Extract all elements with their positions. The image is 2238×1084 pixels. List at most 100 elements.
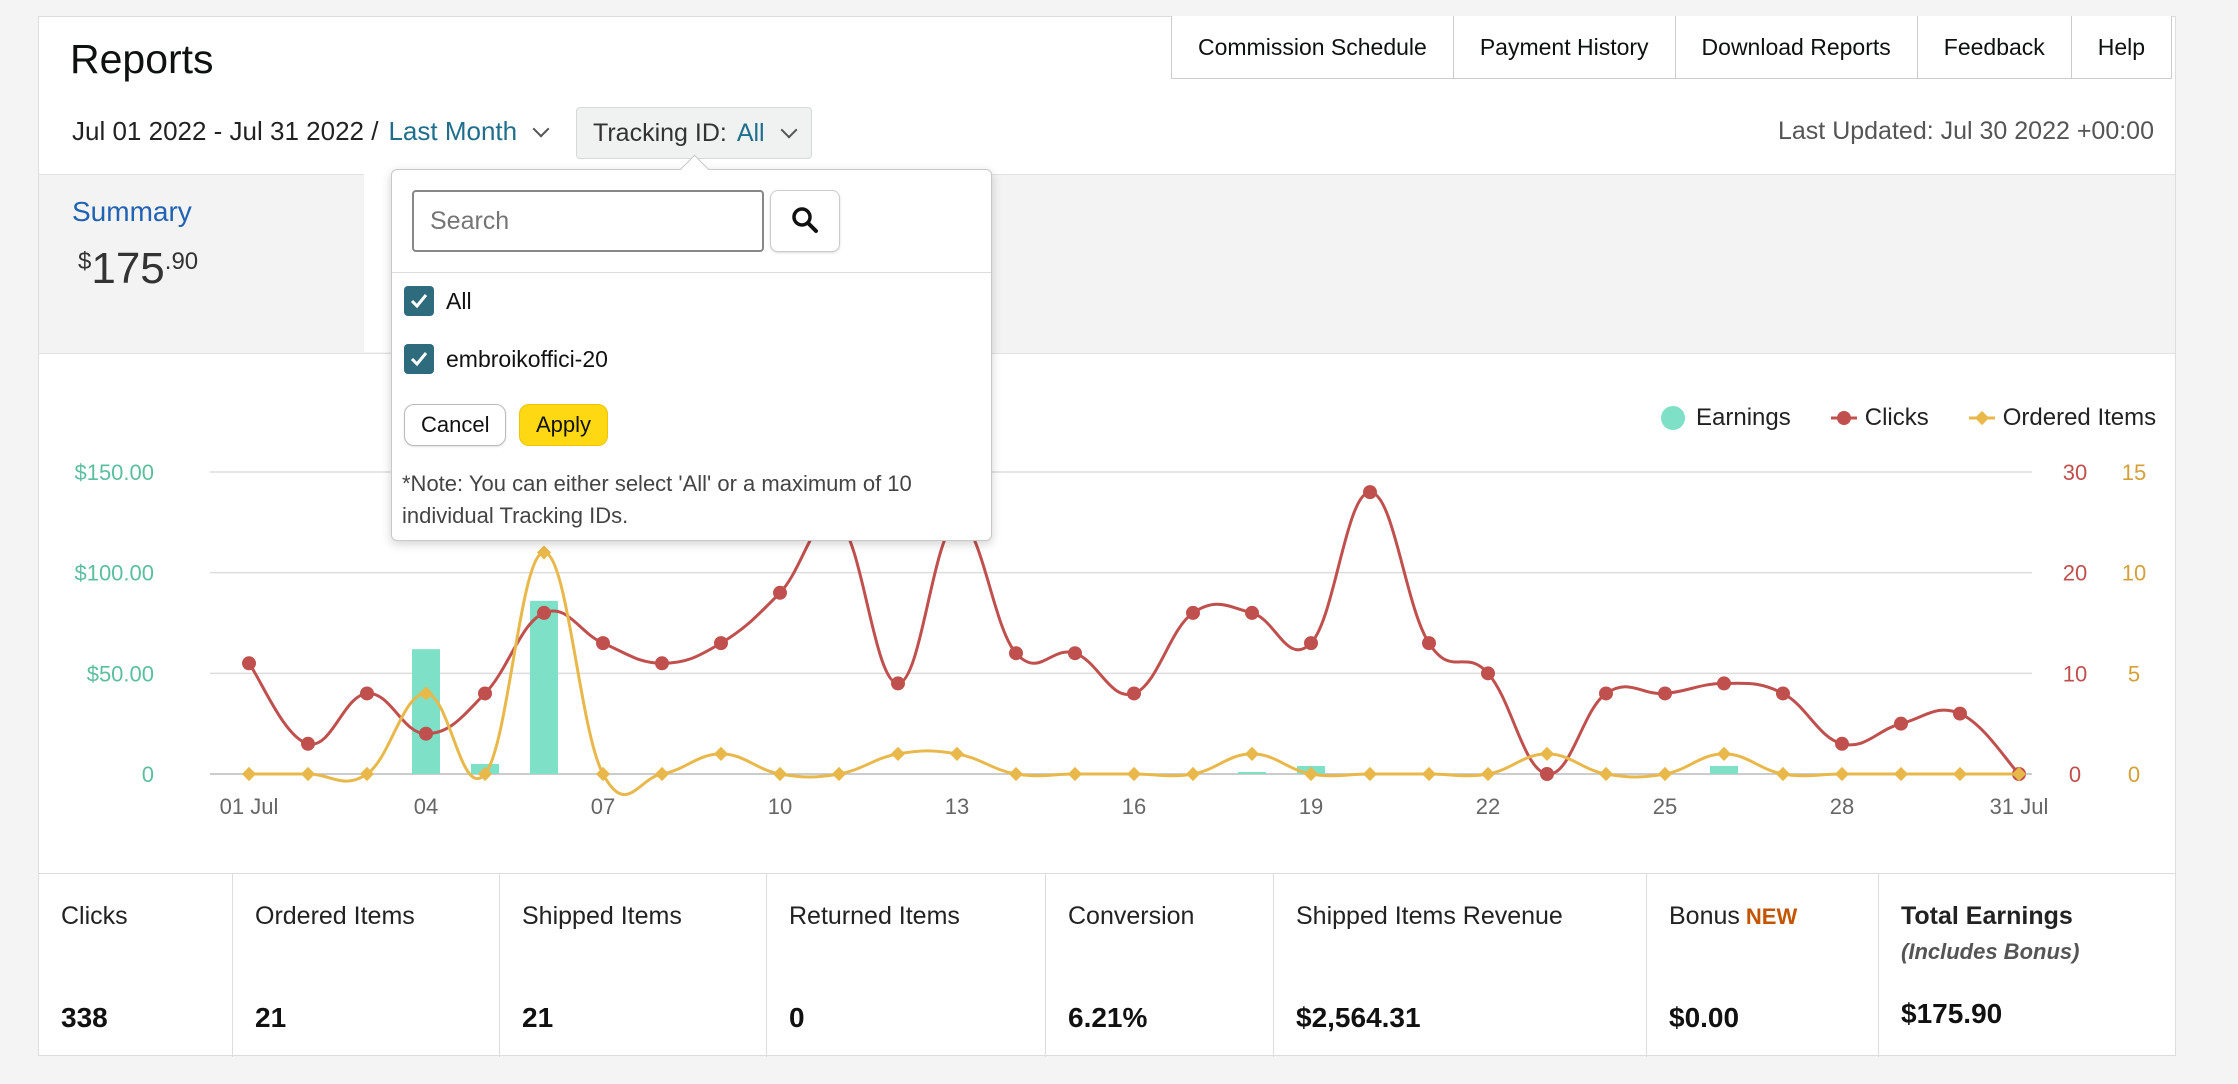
x-tick-label: 13 <box>945 794 969 819</box>
earnings-bar <box>412 649 440 774</box>
summary-amount: $175.90 <box>78 244 198 294</box>
ordered-items-line <box>248 551 2019 797</box>
ordered-items-point <box>1362 766 1378 782</box>
metric-conversion: Conversion 6.21% <box>1046 874 1274 1057</box>
ordered-items-point <box>359 766 375 782</box>
clicks-point <box>301 736 315 751</box>
metric-value: $0.00 <box>1669 1002 1740 1033</box>
clicks-point <box>1304 636 1318 651</box>
tab-download-reports[interactable]: Download Reports <box>1674 16 1918 79</box>
y-left-tick-label: $150.00 <box>74 460 154 485</box>
last-updated: Last Updated: Jul 30 2022 +00:00 <box>1778 117 2154 145</box>
ordered-items-point <box>1952 766 1968 782</box>
ordered-items-point <box>1598 766 1614 782</box>
x-tick-label: 19 <box>1299 794 1323 819</box>
earnings-bar <box>530 600 558 774</box>
chevron-down-icon <box>780 121 798 139</box>
clicks-point <box>773 585 787 600</box>
tab-help[interactable]: Help <box>2070 16 2173 79</box>
tab-commission-schedule[interactable]: Commission Schedule <box>1171 16 1454 79</box>
metric-bonus-label: Bonus <box>1669 902 1740 930</box>
checkbox-all[interactable] <box>404 286 434 316</box>
metric-label: Shipped Items Revenue <box>1296 902 1563 930</box>
tracking-id-popover: All embroikoffici-20 Cancel Apply *Note:… <box>391 154 992 541</box>
chart-legend: Earnings Clicks Ordered Items <box>1660 404 2156 432</box>
y-left-tick-label: 0 <box>142 762 154 787</box>
legend-earnings-label: Earnings <box>1696 404 1791 431</box>
cancel-button[interactable]: Cancel <box>404 404 507 446</box>
checkbox-embroikoffici[interactable] <box>404 344 434 374</box>
y-right-items-tick-label: 10 <box>2122 561 2146 586</box>
ordered-items-point <box>418 686 434 701</box>
clicks-point <box>1009 646 1023 661</box>
earnings-dot-icon <box>1661 406 1685 430</box>
option-all[interactable]: All <box>404 286 472 316</box>
ordered-items-point <box>772 766 788 782</box>
chevron-down-icon <box>532 120 550 137</box>
clicks-point <box>1658 686 1672 701</box>
tracking-search-input[interactable] <box>412 190 764 252</box>
summary-tab[interactable]: Summary <box>72 196 192 227</box>
ordered-items-point <box>1185 766 1201 782</box>
x-tick-label: 22 <box>1476 794 1500 819</box>
ordered-items-point <box>1067 766 1083 782</box>
tracking-id-dropdown[interactable]: Tracking ID: All <box>576 107 812 159</box>
apply-button[interactable]: Apply <box>519 404 609 446</box>
popover-note: *Note: You can either select 'All' or a … <box>402 471 912 528</box>
ordered-items-point <box>2011 766 2027 782</box>
x-tick-label: 01 Jul <box>220 794 279 819</box>
tracking-id-label: Tracking ID: <box>593 118 727 147</box>
y-right-clicks-tick-label: 20 <box>2063 561 2087 586</box>
tab-feedback[interactable]: Feedback <box>1916 16 2072 79</box>
metric-bonus: Bonus NEW $0.00 <box>1647 874 1879 1057</box>
popover-divider <box>392 272 991 273</box>
earnings-chart: 0 0 0 $50.00 10 5 $100.00 20 10 $150.00 30 15 01 Jul… <box>74 460 2146 819</box>
metric-value: 338 <box>61 1002 108 1033</box>
legend-earnings[interactable]: Earnings <box>1660 404 1791 432</box>
ordered-items-point <box>1244 746 1260 761</box>
ordered-items-line-icon <box>1968 410 1995 426</box>
date-range-text: Jul 01 2022 - Jul 31 2022 / <box>72 116 379 146</box>
metric-ordered-items: Ordered Items 21 <box>233 874 500 1057</box>
y-right-clicks-tick-label: 30 <box>2063 460 2087 485</box>
ordered-items-point <box>890 746 906 761</box>
clicks-point <box>1363 485 1377 500</box>
metric-label: Total Earnings (Includes Bonus) <box>1901 902 2079 965</box>
metric-sublabel: (Includes Bonus) <box>1901 939 2080 964</box>
clicks-point <box>1717 676 1731 691</box>
ordered-items-point <box>1657 766 1673 782</box>
ordered-items-point <box>1834 766 1850 782</box>
y-right-clicks-tick-label: 10 <box>2063 661 2087 686</box>
legend-ordered-items[interactable]: Ordered Items <box>1968 404 2156 432</box>
clicks-point <box>1186 605 1200 620</box>
option-all-label: All <box>446 287 472 314</box>
date-range-selector[interactable]: Jul 01 2022 - Jul 31 2022 / Last Month <box>72 116 550 147</box>
metric-label: Shipped Items <box>522 902 682 930</box>
metric-value: 6.21% <box>1068 1002 1148 1033</box>
date-preset-link[interactable]: Last Month <box>388 116 518 146</box>
metric-value: 21 <box>255 1002 287 1033</box>
ordered-items-point <box>241 766 257 782</box>
search-button[interactable] <box>770 190 840 252</box>
checkmark-icon <box>410 294 428 309</box>
y-right-items-tick-label: 0 <box>2128 762 2140 787</box>
clicks-line-icon <box>1830 411 1857 425</box>
y-right-clicks-tick-label: 0 <box>2069 762 2081 787</box>
earnings-bar <box>1238 771 1266 774</box>
ordered-items-point <box>300 766 316 782</box>
metric-shipped-revenue: Shipped Items Revenue $2,564.31 <box>1274 874 1647 1057</box>
x-tick-label: 31 Jul <box>1990 794 2049 819</box>
summary-band <box>39 174 2175 354</box>
clicks-point <box>1245 605 1259 620</box>
clicks-point <box>655 656 669 671</box>
clicks-point <box>714 636 728 651</box>
metric-total-label: Total Earnings <box>1901 902 2073 930</box>
legend-clicks[interactable]: Clicks <box>1830 404 1929 432</box>
option-embroikoffici[interactable]: embroikoffici-20 <box>404 344 608 374</box>
metric-label: Clicks <box>61 902 128 930</box>
metric-value: 0 <box>789 1002 805 1033</box>
tab-payment-history[interactable]: Payment History <box>1452 16 1676 79</box>
ordered-items-point <box>1480 766 1496 782</box>
ordered-items-point <box>1893 766 1909 782</box>
metric-shipped-items: Shipped Items 21 <box>500 874 767 1057</box>
